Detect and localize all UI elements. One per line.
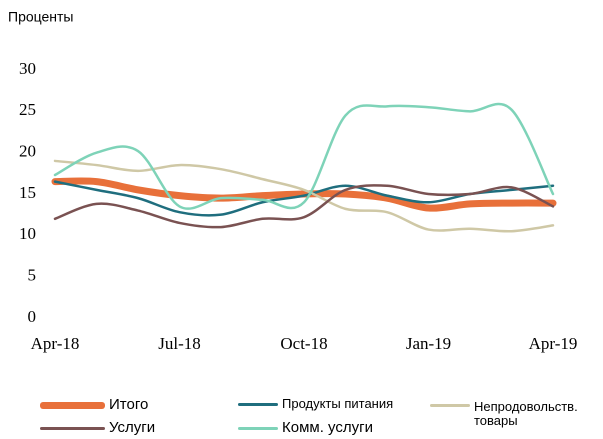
series-line — [53, 102, 555, 210]
x-tick-label: Jul-18 — [158, 334, 201, 353]
series-line — [53, 159, 555, 233]
legend-item: Продукты питания — [238, 397, 393, 411]
legend-item: Комм. услуги — [238, 419, 373, 436]
y-tick-label: 25 — [19, 100, 36, 119]
legend-item: Услуги — [40, 419, 156, 436]
y-tick-label: 0 — [28, 307, 37, 326]
legend-label: Комм. услуги — [282, 419, 373, 436]
legend-label: Итого — [109, 396, 149, 413]
y-tick-label: 20 — [19, 142, 36, 161]
x-tick-label: Oct-18 — [280, 334, 327, 353]
chart-title: Проценты — [8, 9, 74, 25]
x-tick-label: Jan-19 — [406, 334, 451, 353]
series-line — [51, 177, 557, 212]
y-tick-label: 10 — [19, 224, 36, 243]
series-line — [53, 184, 555, 229]
legend-item: Непродовольств. товары — [430, 398, 594, 428]
legend-swatch — [40, 426, 105, 430]
legend-label: Продукты питания — [282, 396, 394, 411]
x-tick-label: Apr-19 — [529, 334, 578, 353]
legend-label: Услуги — [109, 419, 156, 436]
y-tick-label: 30 — [19, 59, 36, 78]
x-tick-label: Apr-18 — [31, 334, 80, 353]
y-tick-label: 5 — [28, 266, 37, 285]
legend-swatch — [40, 401, 105, 409]
legend-label: Непродовольств. товары — [474, 399, 578, 428]
legend-swatch — [430, 403, 470, 407]
y-tick-label: 15 — [19, 183, 36, 202]
legend-swatch — [238, 426, 278, 430]
legend-item: Итого — [40, 396, 149, 413]
legend-swatch — [238, 402, 278, 406]
